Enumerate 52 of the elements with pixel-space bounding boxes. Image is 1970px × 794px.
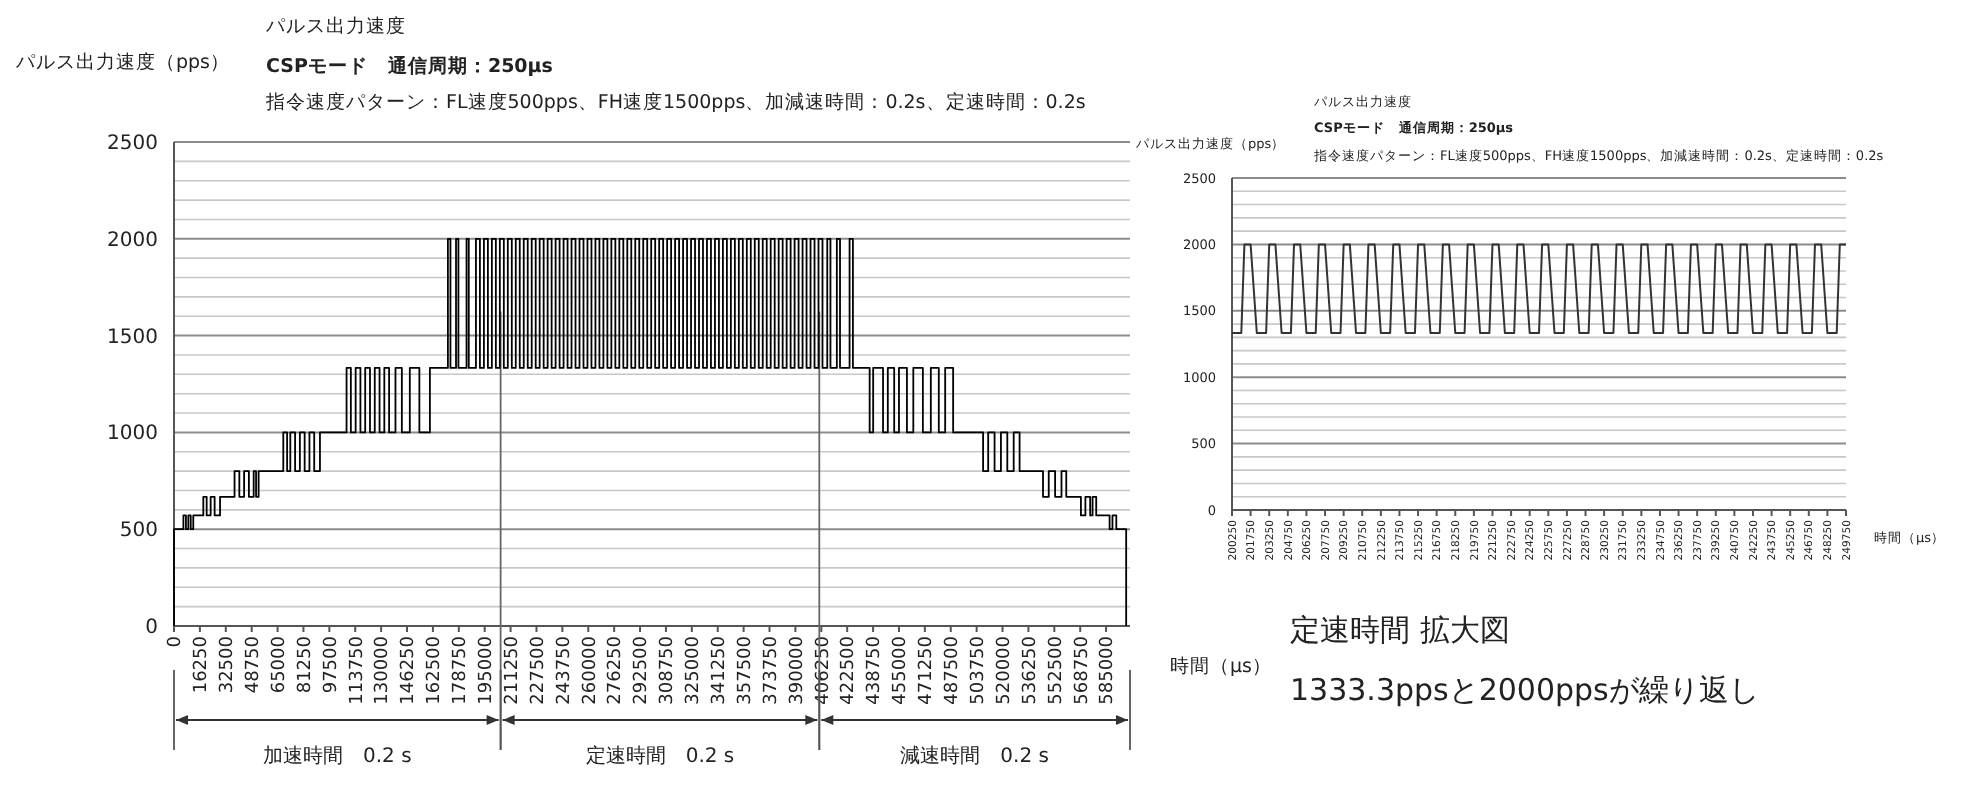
x-tick-label: 520000 <box>994 635 1015 705</box>
x-tick-label: 260000 <box>580 635 601 705</box>
x-tick-label: 292500 <box>632 635 653 705</box>
x-tick-label: 276250 <box>606 635 627 705</box>
x-tick-label: 65000 <box>269 635 290 694</box>
text: 加速時間 0.2 s <box>263 744 412 768</box>
x-tick-label: 243750 <box>554 635 575 705</box>
x-tick-label: 536250 <box>1020 635 1041 705</box>
y-tick-label: 2000 <box>107 229 158 252</box>
text: 減速時間 0.2 s <box>900 744 1049 768</box>
x-axis-title: 時間（μs） <box>1170 654 1272 678</box>
x-tick-label: 455000 <box>891 635 912 705</box>
x-tick-label: 32500 <box>218 635 239 694</box>
y-tick-label: 1000 <box>107 423 158 446</box>
x-tick-label: 487500 <box>943 635 964 705</box>
x-tick-label: 471250 <box>917 635 938 705</box>
x-tick-label: 341250 <box>710 635 731 705</box>
x-tick-label: 146250 <box>399 635 420 705</box>
x-tick-label: 325000 <box>684 635 705 705</box>
y-tick-label: 1500 <box>107 326 158 349</box>
x-tick-label: 48750 <box>243 635 264 694</box>
x-tick-label: 0 <box>166 635 187 648</box>
text: 定速時間 拡大図 <box>1290 612 1510 648</box>
x-tick-label: 390000 <box>787 635 808 705</box>
x-tick-label: 373750 <box>761 635 782 705</box>
text: 指令速度パターン：FL速度500pps、FH速度1500pps、加減速時間：0.2s、定速時間：0.2s <box>264 90 1086 114</box>
x-tick-label: 162500 <box>425 635 446 705</box>
x-tick-label: 211250 <box>502 635 523 705</box>
x-tick-label: 552500 <box>1046 635 1067 705</box>
chart-title: パルス出力速度 <box>264 14 406 38</box>
y-tick-label: 500 <box>119 520 158 543</box>
y-axis-title: パルス出力速度（pps） <box>14 50 231 74</box>
chart-subtitle: CSPモード 通信周期：250μs <box>266 54 554 78</box>
x-tick-label: 81250 <box>295 635 316 694</box>
x-tick-label: 227500 <box>528 635 549 705</box>
x-tick-label: 438750 <box>865 635 886 705</box>
x-tick-label: 422500 <box>839 635 860 705</box>
text: 1333.3ppsと2000ppsが繰り返し <box>1290 672 1759 708</box>
x-tick-label: 568750 <box>1072 635 1093 705</box>
x-tick-label: 130000 <box>373 635 394 705</box>
x-tick-label: 178750 <box>451 635 472 705</box>
y-tick-label: 0 <box>145 617 158 639</box>
x-tick-label: 503750 <box>968 635 989 705</box>
x-tick-label: 113750 <box>347 635 368 705</box>
x-tick-label: 97500 <box>321 635 342 694</box>
x-tick-label: 308750 <box>658 635 679 705</box>
y-tick-label: 2500 <box>107 133 158 155</box>
x-tick-label: 357500 <box>735 635 756 705</box>
x-tick-label: 195000 <box>477 635 497 705</box>
text: 定速時間 0.2 s <box>585 744 735 768</box>
x-tick-label: 16250 <box>192 635 213 694</box>
x-tick-label: 585000 <box>1098 635 1119 705</box>
